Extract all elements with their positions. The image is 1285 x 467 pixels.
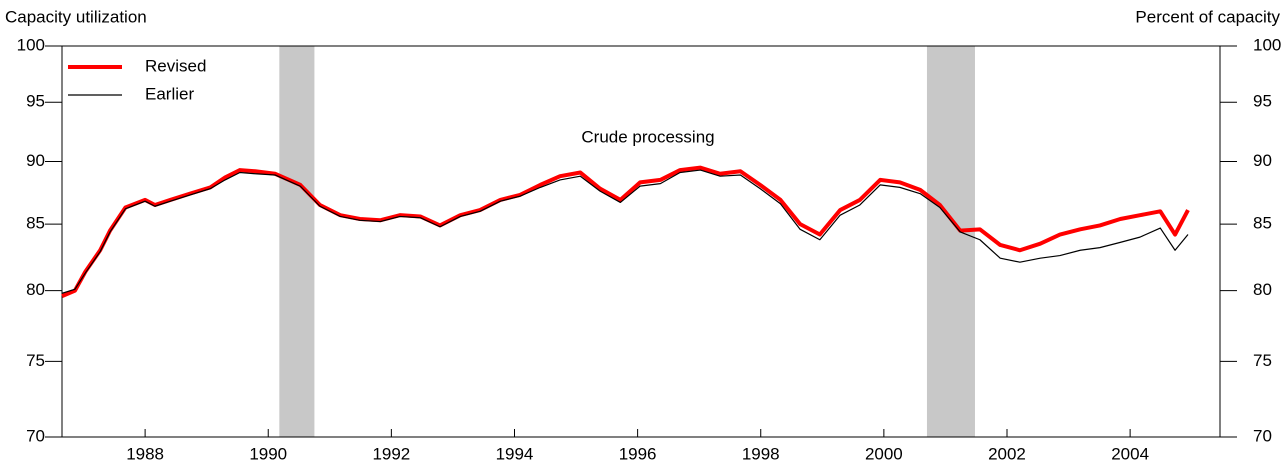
x-tick-label: 1996 (619, 444, 657, 463)
shaded-period (926, 46, 975, 437)
series-line (61, 169, 1189, 294)
legend-label: Revised (145, 56, 206, 75)
y-tick-label: 70 (26, 426, 45, 445)
y2-tick-label: 70 (1253, 426, 1272, 445)
x-tick-label: 1988 (126, 444, 164, 463)
y-tick-label: 100 (17, 35, 45, 54)
x-tick-label: 2000 (865, 444, 903, 463)
chart-title: Capacity utilization (5, 7, 147, 26)
y-tick-label: 90 (26, 151, 45, 170)
x-tick-label: 1990 (249, 444, 287, 463)
y2-tick-label: 80 (1253, 280, 1272, 299)
x-tick-label: 1994 (496, 444, 534, 463)
plot-frame (61, 45, 1221, 438)
y2-tick-label: 75 (1253, 351, 1272, 370)
x-tick-label: 1998 (742, 444, 780, 463)
y2-tick-label: 100 (1253, 35, 1281, 54)
x-tick-label: 1992 (372, 444, 410, 463)
y-tick-label: 80 (26, 280, 45, 299)
legend-label: Earlier (145, 84, 194, 103)
annotation: Crude processing (581, 127, 714, 146)
y-tick-label: 95 (26, 92, 45, 111)
series-line (61, 165, 1190, 298)
y-tick-label: 75 (26, 351, 45, 370)
y2-tick-label: 95 (1253, 92, 1272, 111)
x-tick-label: 2002 (988, 444, 1026, 463)
shaded-period (279, 46, 315, 437)
y2-tick-label: 85 (1253, 214, 1272, 233)
y-axis-label: Percent of capacity (1135, 7, 1280, 26)
x-tick-label: 2004 (1111, 444, 1149, 463)
y-tick-label: 85 (26, 214, 45, 233)
y2-tick-label: 90 (1253, 151, 1272, 170)
